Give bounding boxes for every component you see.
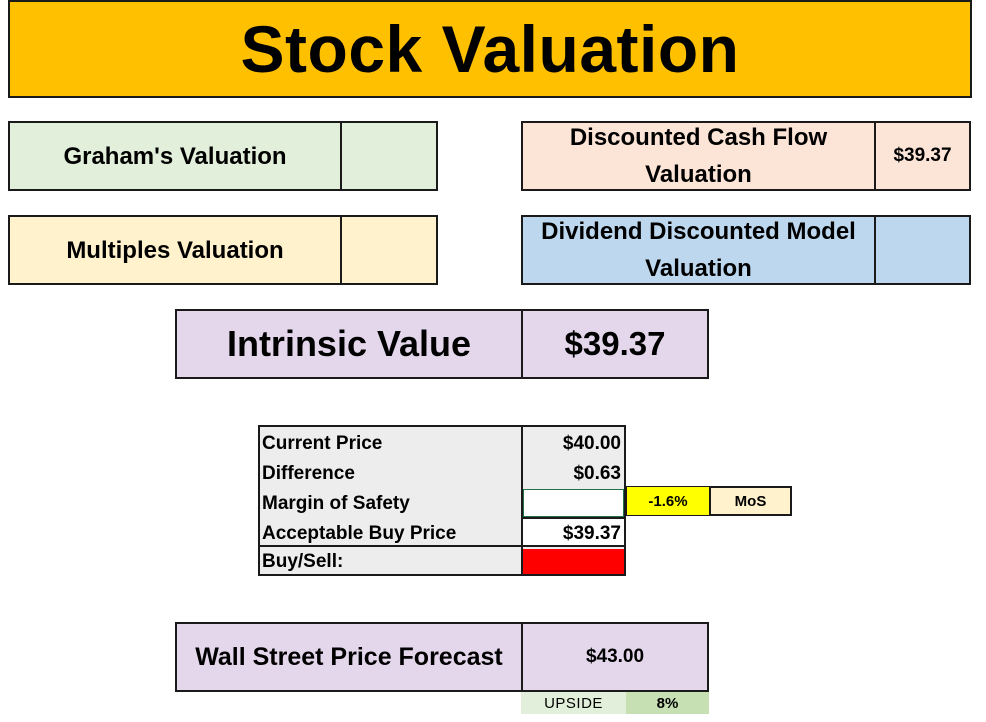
ddm-label-line2: Valuation — [645, 255, 752, 282]
table-divider — [521, 427, 523, 574]
upside-value[interactable]: 8% — [626, 692, 709, 714]
multiples-valuation-label: Multiples Valuation — [8, 215, 342, 285]
margin-of-safety-percent[interactable]: -1.6% — [626, 486, 710, 516]
current-price-label: Current Price — [262, 433, 383, 454]
dcf-label-line1: Discounted Cash Flow — [569, 124, 828, 151]
wall-street-forecast-label: Wall Street Price Forecast — [175, 622, 523, 692]
table-row-acceptable-buy-price: Acceptable Buy Price $39.37 — [260, 517, 624, 549]
intrinsic-value-label: Intrinsic Value — [175, 309, 523, 379]
acceptable-buy-price-value[interactable]: $39.37 — [523, 517, 624, 547]
page-title: Stock Valuation — [8, 0, 972, 98]
acceptable-buy-price-label: Acceptable Buy Price — [262, 523, 457, 544]
upside-label: UPSIDE — [521, 692, 626, 714]
ddm-valuation-value[interactable] — [874, 215, 971, 285]
difference-label: Difference — [262, 463, 355, 484]
dcf-valuation-value[interactable]: $39.37 — [874, 121, 971, 191]
multiples-valuation-value[interactable] — [340, 215, 438, 285]
margin-of-safety-label: Margin of Safety — [262, 493, 410, 514]
dcf-valuation-label: Discounted Cash Flow Valuation — [521, 121, 876, 191]
table-row-current-price: Current Price $40.00 — [260, 429, 624, 459]
price-table: Current Price $40.00 Difference $0.63 Ma… — [258, 425, 626, 576]
margin-of-safety-input[interactable] — [523, 489, 624, 517]
graham-valuation-label: Graham's Valuation — [8, 121, 342, 191]
table-row-divider — [260, 545, 624, 547]
wall-street-forecast-value[interactable]: $43.00 — [521, 622, 709, 692]
dcf-label-line2: Valuation — [645, 161, 752, 188]
graham-valuation-value[interactable] — [340, 121, 438, 191]
ddm-label-line1: Dividend Discounted Model — [541, 218, 856, 245]
difference-value[interactable]: $0.63 — [573, 463, 621, 484]
current-price-value[interactable]: $40.00 — [562, 433, 621, 454]
table-row-buy-sell: Buy/Sell: — [260, 547, 624, 577]
table-row-difference: Difference $0.63 — [260, 459, 624, 489]
table-row-margin-of-safety: Margin of Safety — [260, 489, 624, 519]
ddm-valuation-label: Dividend Discounted Model Valuation — [521, 215, 876, 285]
buy-sell-label: Buy/Sell: — [262, 551, 344, 572]
buy-sell-signal[interactable] — [523, 549, 624, 574]
intrinsic-value-value[interactable]: $39.37 — [521, 309, 709, 379]
mos-tag: MoS — [709, 486, 792, 516]
